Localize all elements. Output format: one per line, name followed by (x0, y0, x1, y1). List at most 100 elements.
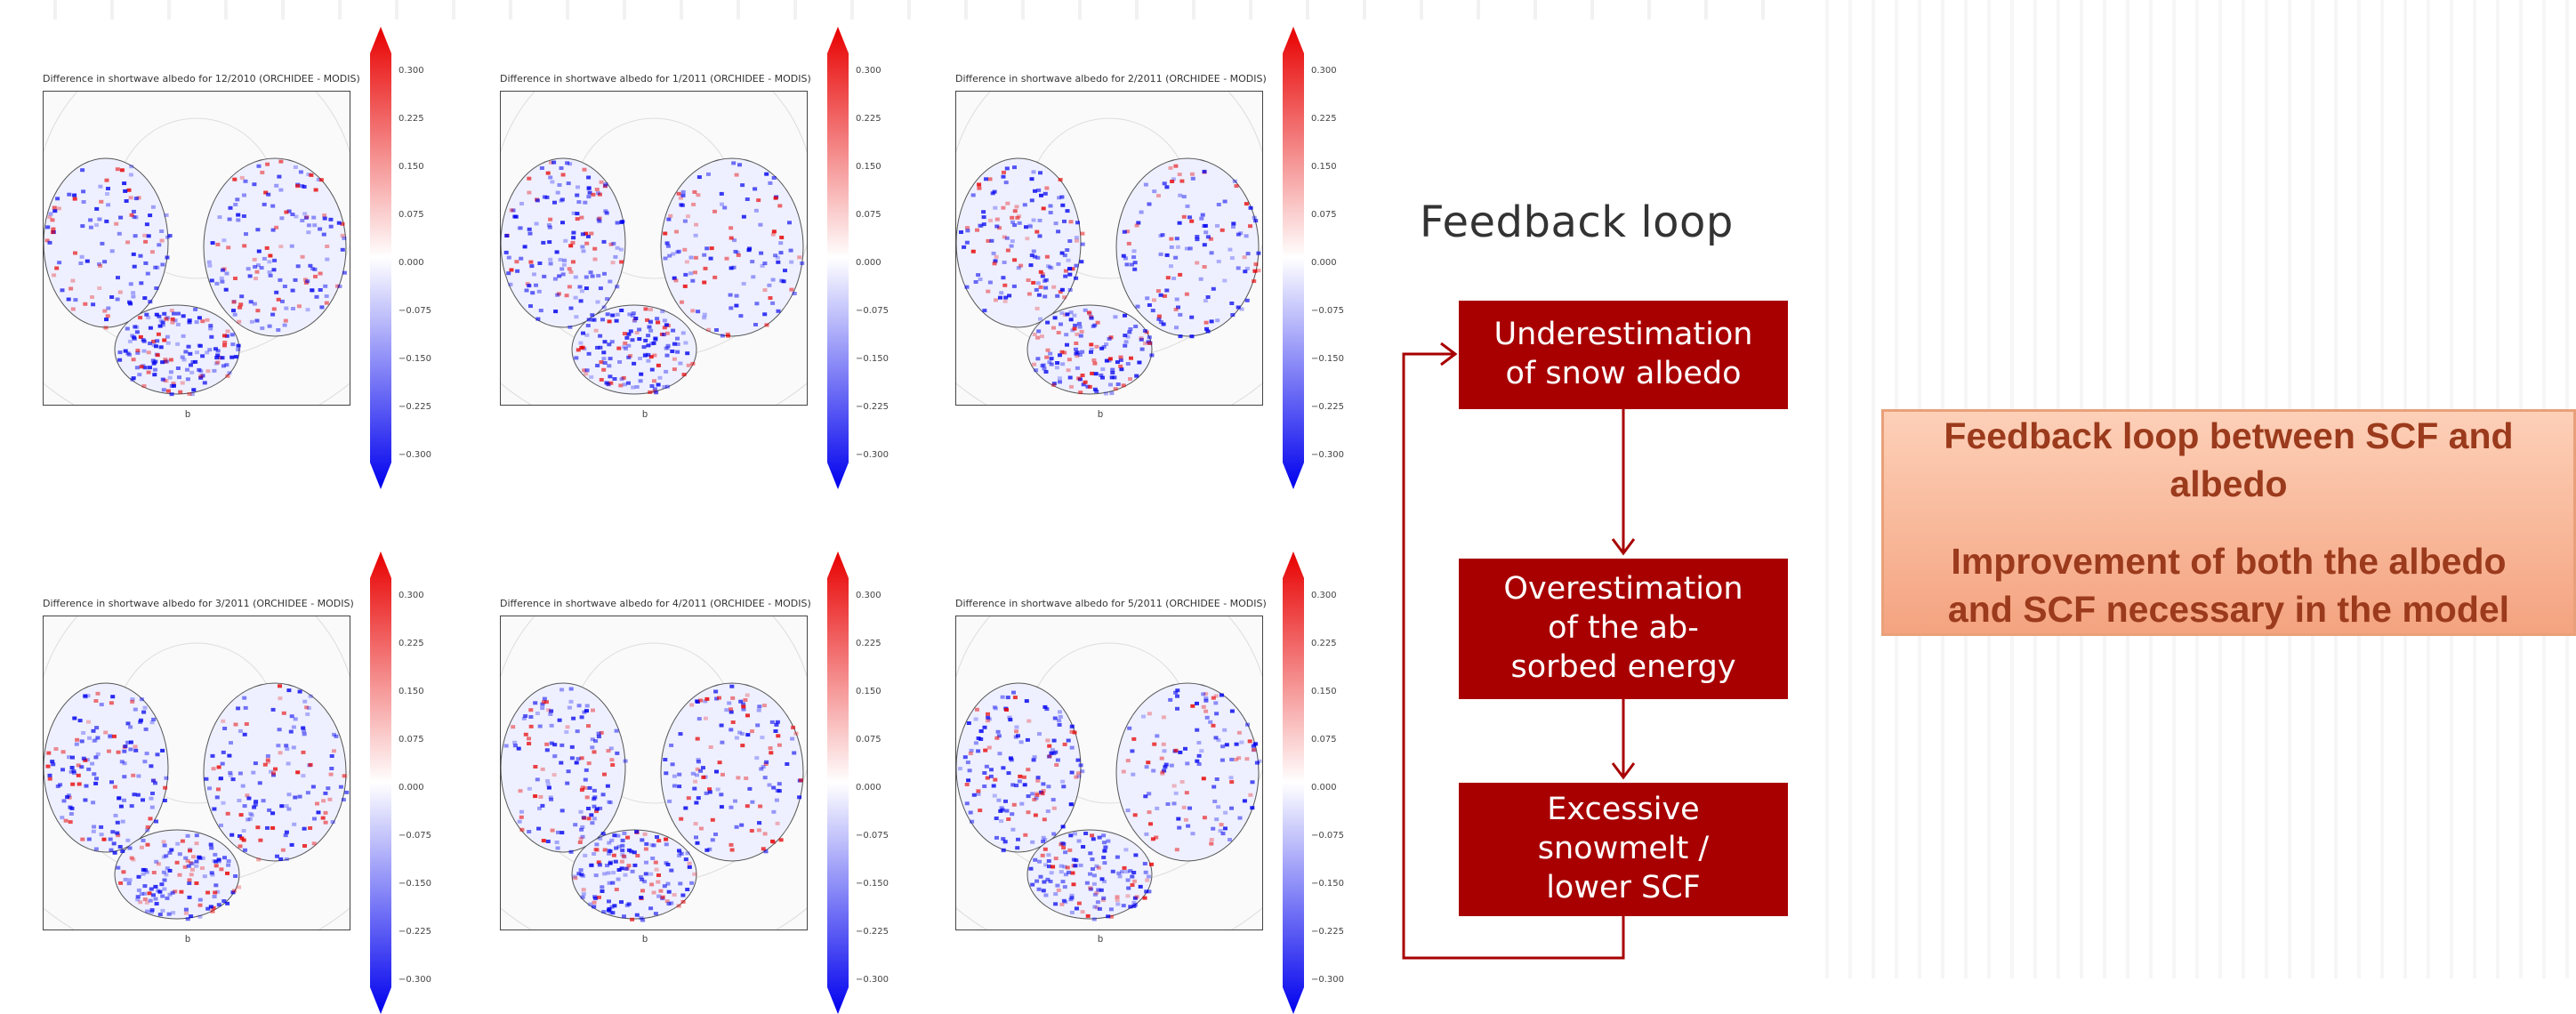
albedo-cell (672, 774, 677, 778)
albedo-cell (1112, 375, 1117, 380)
albedo-cell (548, 175, 553, 180)
albedo-cell (707, 847, 712, 851)
albedo-cell (656, 880, 661, 884)
colorbar-tick: 0.000 (398, 783, 424, 793)
albedo-cell (694, 801, 699, 805)
albedo-cell (1175, 694, 1179, 698)
albedo-cell (1055, 758, 1060, 762)
colorbar-tick: −0.225 (856, 927, 890, 937)
albedo-cell (282, 323, 287, 327)
albedo-cell (1044, 254, 1050, 259)
albedo-cell (1132, 896, 1138, 900)
albedo-cell (648, 906, 654, 911)
albedo-cell (1072, 326, 1077, 331)
albedo-cell (185, 377, 190, 382)
albedo-cell (52, 205, 57, 210)
albedo-cell (610, 763, 616, 767)
albedo-cell (580, 895, 585, 899)
albedo-cell (734, 294, 739, 298)
albedo-cell (1244, 202, 1249, 206)
albedo-cell (276, 297, 281, 302)
albedo-cell (151, 343, 157, 347)
albedo-cell (302, 728, 307, 733)
albedo-cell (223, 287, 229, 292)
albedo-cell (548, 257, 553, 262)
albedo-cell (683, 272, 688, 277)
albedo-cell (695, 841, 700, 845)
albedo-cell (123, 744, 128, 748)
albedo-cell (207, 786, 212, 791)
albedo-cell (318, 271, 323, 276)
albedo-cell (220, 279, 225, 284)
albedo-cell (660, 310, 665, 314)
albedo-cell (684, 260, 689, 264)
albedo-cell (202, 874, 207, 879)
feedback-step-box: Underestimation of snow albedo (1459, 301, 1788, 409)
albedo-cell (1174, 326, 1179, 330)
albedo-cell (83, 798, 88, 802)
albedo-cell (95, 736, 101, 740)
albedo-cell (143, 727, 149, 731)
albedo-cell (675, 250, 680, 254)
albedo-cell (76, 763, 81, 768)
albedo-cell (239, 294, 245, 299)
colorbar-tick: 0.150 (398, 687, 424, 696)
albedo-cell (156, 862, 161, 866)
albedo-cell (1088, 872, 1092, 876)
albedo-cell (1078, 353, 1083, 357)
albedo-cell (225, 811, 230, 816)
albedo-cell (1011, 802, 1017, 807)
colorbar-tick: −0.150 (856, 354, 890, 364)
albedo-cell (85, 259, 90, 263)
albedo-cell (290, 288, 295, 293)
albedo-cell (753, 208, 759, 213)
albedo-cell (1234, 184, 1239, 189)
albedo-cell (306, 173, 311, 177)
albedo-cell (675, 342, 680, 346)
albedo-cell (1169, 264, 1173, 269)
albedo-cell (685, 851, 690, 856)
albedo-cell (608, 279, 613, 284)
albedo-cell (671, 328, 676, 333)
albedo-cell (265, 760, 270, 764)
albedo-cell (188, 351, 193, 356)
albedo-cell (1089, 347, 1094, 351)
colorbar-gradient (1283, 27, 1304, 489)
albedo-cell (189, 873, 194, 877)
colorbar (827, 27, 849, 489)
albedo-cell (1100, 898, 1106, 902)
albedo-cell (321, 232, 326, 237)
albedo-cell (297, 689, 302, 694)
albedo-cell (651, 341, 656, 345)
albedo-cell (613, 859, 618, 864)
albedo-cell (757, 821, 762, 825)
albedo-cell (744, 777, 749, 780)
colorbar-tick: 0.000 (1311, 258, 1337, 268)
albedo-cell (319, 305, 325, 310)
albedo-cell (182, 865, 188, 869)
albedo-cell (148, 366, 152, 370)
albedo-cell (1186, 824, 1191, 828)
albedo-cell (1036, 887, 1042, 891)
albedo-cell (325, 245, 330, 248)
albedo-cell (581, 249, 586, 254)
albedo-cell (1094, 390, 1099, 393)
albedo-cell (568, 270, 574, 274)
albedo-cell (1253, 219, 1259, 223)
albedo-cell (995, 729, 1001, 734)
albedo-cell (776, 260, 781, 264)
albedo-cell (168, 370, 173, 374)
albedo-cell (1216, 203, 1221, 206)
albedo-cell (1173, 308, 1179, 311)
albedo-cell (969, 748, 974, 752)
albedo-cell (229, 741, 233, 745)
albedo-cell (117, 350, 123, 355)
colorbar-tick: −0.300 (1311, 450, 1345, 460)
albedo-cell (519, 827, 525, 832)
albedo-cell (536, 289, 542, 294)
albedo-cell (1058, 290, 1063, 294)
albedo-cell (131, 773, 136, 777)
albedo-cell (533, 701, 538, 705)
colorbar-tick: −0.150 (1311, 879, 1345, 889)
albedo-cell (153, 897, 158, 901)
